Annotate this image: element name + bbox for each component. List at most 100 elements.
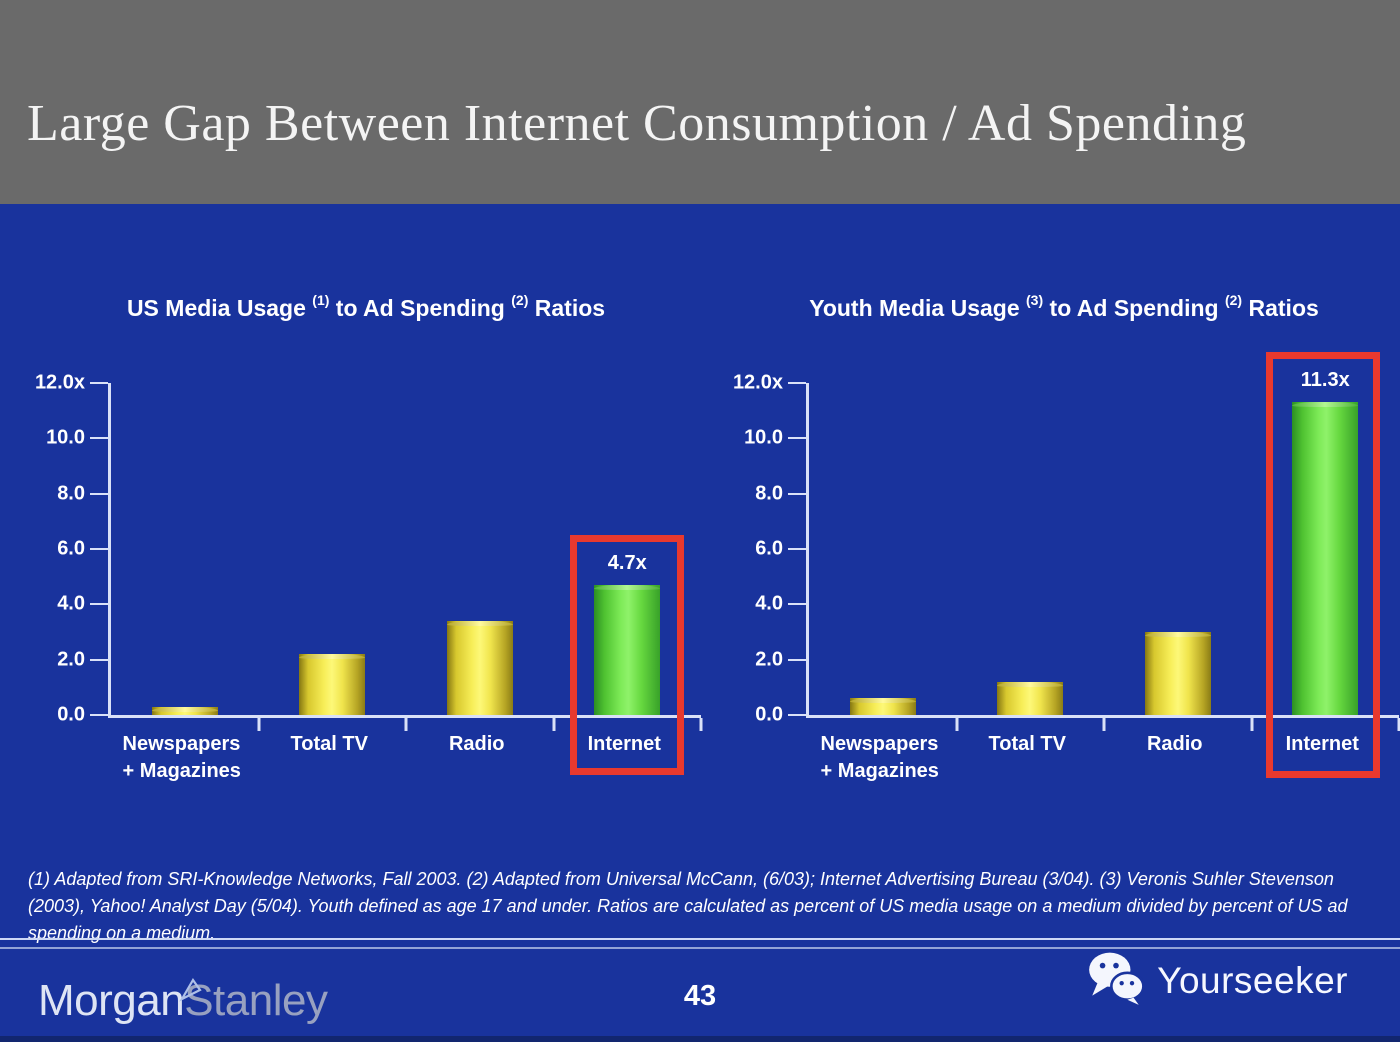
- brand-morgan: Morgan: [38, 976, 185, 1025]
- morgan-stanley-flag-icon: [178, 964, 204, 1014]
- category-label: Radio: [1101, 731, 1249, 785]
- chart-title-text: Ratios: [528, 295, 606, 321]
- category-label: Total TV: [954, 731, 1102, 785]
- y-axis-label: 4.0: [57, 592, 85, 615]
- category-axis-labels: Newspapers + Magazines Total TV Radio Intern…: [806, 731, 1396, 785]
- youth-media-usage-chart: Youth Media Usage (3) to Ad Spending (2)…: [728, 276, 1400, 806]
- y-axis-tick: [90, 492, 108, 495]
- y-axis-tick: [788, 714, 806, 716]
- bar-slot: [406, 383, 554, 715]
- wechat-icon: [1085, 950, 1147, 1011]
- bars-row: 11.3x: [809, 369, 1400, 715]
- chart-title-text: to Ad Spending: [329, 295, 512, 321]
- category-label-text: Internet: [587, 733, 661, 755]
- footnote-text: (1) Adapted from SRI-Knowledge Networks,…: [28, 869, 1348, 943]
- category-label-text: Radio: [448, 733, 505, 755]
- bar-newspapers-magazines: [151, 706, 218, 715]
- category-label-text: Internet: [1285, 733, 1359, 755]
- bar-radio: [1144, 632, 1211, 715]
- y-axis-label: 0.0: [755, 703, 783, 726]
- bar-newspapers-magazines: [849, 698, 916, 715]
- x-axis-tick: [1397, 718, 1400, 731]
- y-axis-label: 0.0: [57, 703, 85, 726]
- x-axis-tick: [257, 718, 260, 731]
- bar-radio: [446, 620, 513, 715]
- y-axis-tick: [788, 603, 806, 606]
- bar-value-label: 4.7x: [607, 551, 647, 574]
- y-axis-tick: [90, 658, 108, 661]
- y-axis-tick: [90, 548, 108, 550]
- y-axis-tick: [788, 492, 806, 495]
- category-label-text: Radio: [1146, 733, 1203, 755]
- morgan-stanley-logo: MorganStanley: [38, 976, 328, 1026]
- bar-slot: 4.7x: [554, 383, 702, 715]
- bar-internet: [594, 584, 661, 715]
- brand-stanley: Stanley: [184, 976, 328, 1025]
- internet-highlight-box: [570, 535, 684, 775]
- y-axis-label: 12.0x: [34, 371, 85, 394]
- chart-title-text: Youth Media Usage: [809, 295, 1027, 321]
- y-axis-label: 10.0: [46, 426, 85, 449]
- y-axis-tick: [788, 437, 806, 440]
- category-label: Radio: [403, 731, 551, 785]
- x-axis-tick: [552, 718, 555, 731]
- footnote-ref: (2): [1224, 292, 1243, 309]
- category-label: Newspapers + Magazines: [108, 731, 256, 785]
- y-axis-label: 8.0: [755, 482, 783, 505]
- plot-area: 4.7x 12.0x 10.0 8.0 6.0 4.0 2.0 0.0: [35, 372, 703, 731]
- bottom-edge-strip: [0, 1036, 1400, 1042]
- y-axis-label: 12.0x: [732, 371, 783, 394]
- category-label-text: Newspapers + Magazines: [820, 733, 939, 782]
- page-number: 43: [683, 980, 717, 1012]
- y-axis-tick: [788, 382, 806, 384]
- bar-value-label: 11.3x: [1300, 369, 1350, 392]
- watermark-text: Yourseeker: [1157, 959, 1348, 1001]
- bar-slot: [809, 383, 957, 715]
- y-axis-label: 6.0: [755, 537, 783, 560]
- footnote-ref: (3): [1026, 292, 1044, 309]
- y-axis-tick: [788, 548, 806, 550]
- slide-title: Large Gap Between Internet Consumption /…: [27, 95, 1247, 152]
- bar-slot: [259, 383, 407, 715]
- y-axis-label: 2.0: [57, 648, 85, 671]
- chart-title-text: to Ad Spending: [1043, 295, 1225, 321]
- footer-divider: [0, 938, 1400, 949]
- bar-slot: 11.3x: [1252, 369, 1400, 715]
- us-media-usage-chart: US Media Usage (1) to Ad Spending (2) Ra…: [30, 276, 703, 806]
- yourseeker-watermark: Yourseeker: [1085, 950, 1348, 1011]
- x-axis-tick: [699, 718, 703, 731]
- category-label: Internet: [551, 731, 699, 785]
- internet-highlight-box: [1266, 352, 1380, 778]
- footnote-ref: (2): [511, 292, 529, 309]
- x-axis-tick: [1250, 718, 1253, 731]
- footnote-ref: (1): [312, 292, 330, 309]
- slide-header-band: Large Gap Between Internet Consumption /…: [0, 0, 1400, 204]
- category-label: Total TV: [256, 731, 404, 785]
- bar-slot: [1104, 383, 1252, 715]
- y-axis-label: 8.0: [57, 482, 85, 505]
- chart-title-text: Ratios: [1242, 295, 1319, 321]
- x-axis-tick: [955, 718, 958, 731]
- y-axis-tick: [90, 382, 108, 384]
- category-axis-labels: Newspapers + Magazines Total TV Radio Intern…: [108, 731, 698, 785]
- y-axis-tick: [90, 437, 108, 440]
- x-axis-tick: [404, 718, 408, 731]
- bar-slot: [111, 383, 259, 715]
- plot-area: 11.3x 12.0x 10.0 8.0 6.0 4.0 2.0 0.0: [733, 369, 1400, 731]
- bars-row: 4.7x: [111, 383, 701, 715]
- y-axis-label: 4.0: [755, 592, 783, 615]
- x-axis-tick: [1102, 718, 1106, 731]
- category-label-text: Total TV: [988, 733, 1066, 755]
- y-axis-tick: [90, 714, 108, 716]
- chart-title-text: US Media Usage: [126, 295, 313, 321]
- y-axis-label: 6.0: [57, 537, 85, 560]
- y-axis-tick: [90, 603, 108, 606]
- y-axis-label: 2.0: [755, 648, 783, 671]
- y-axis-tick: [788, 658, 806, 661]
- bar-internet: [1292, 402, 1359, 715]
- category-label: Newspapers + Magazines: [806, 731, 954, 785]
- bar-slot: [957, 383, 1105, 715]
- category-label-text: Total TV: [290, 733, 368, 755]
- y-axis-label: 10.0: [744, 426, 783, 449]
